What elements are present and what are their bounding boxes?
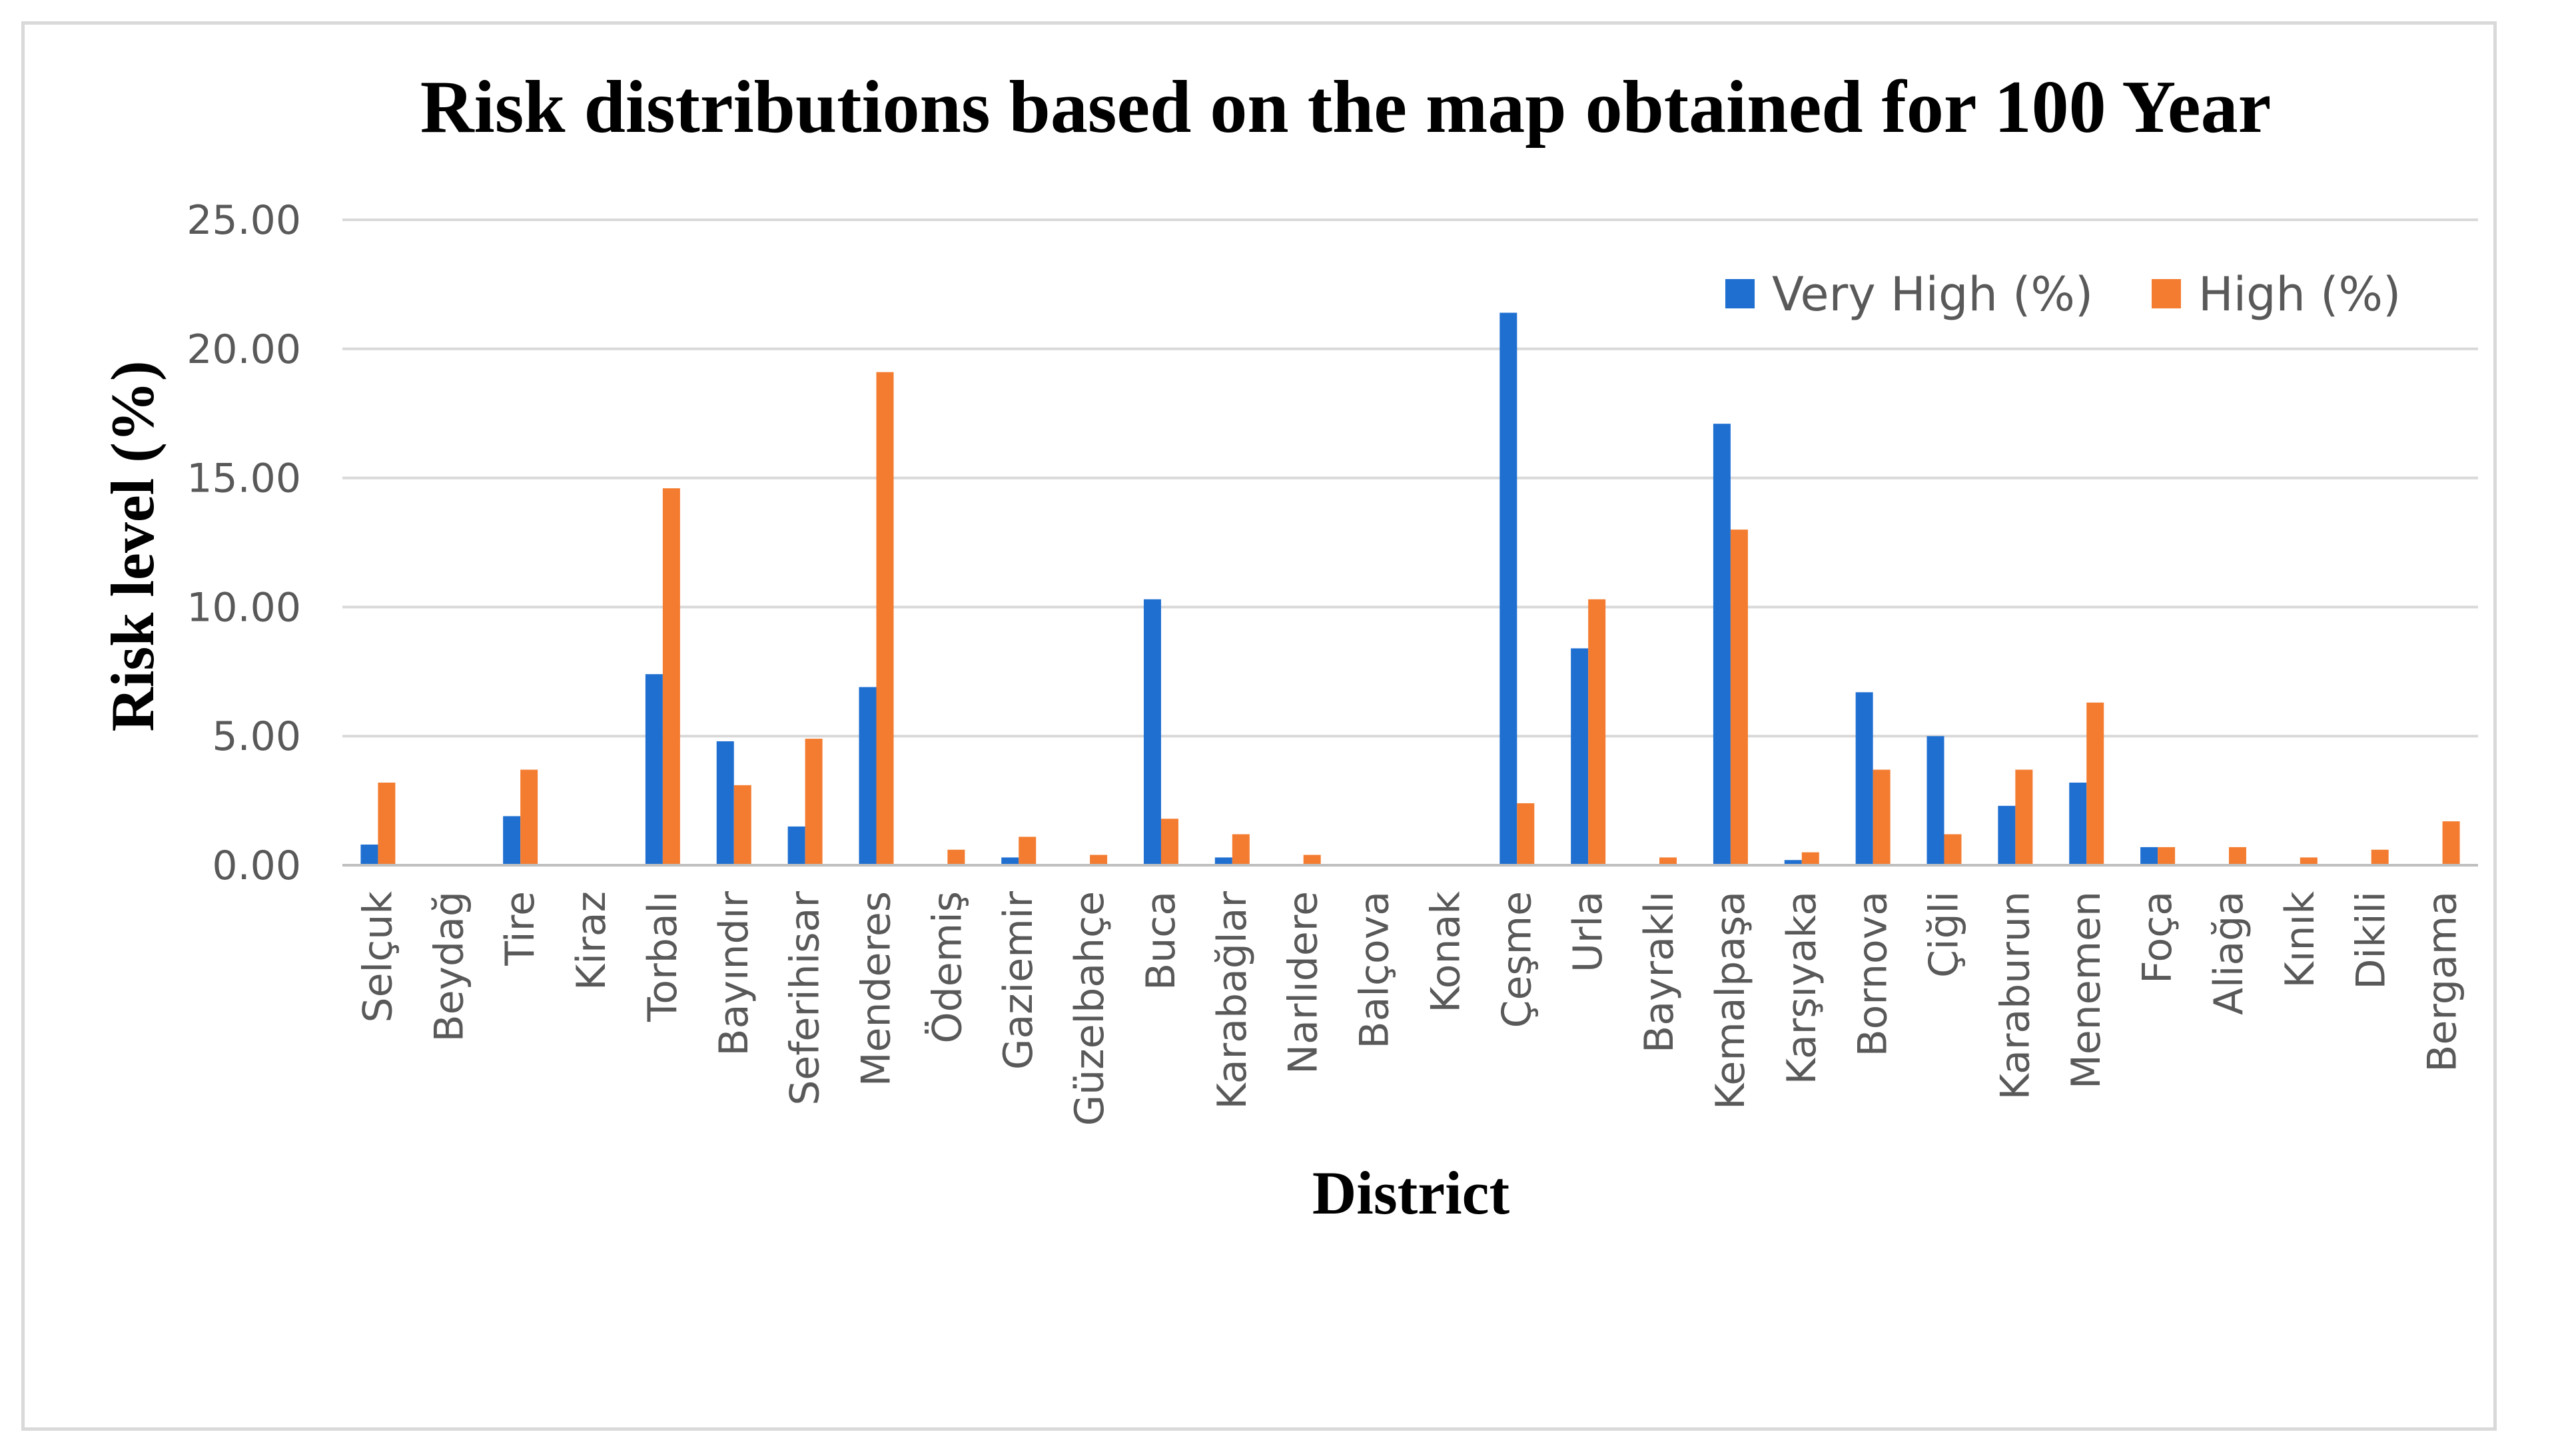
bar-very-high [716, 741, 734, 865]
bar-very-high [2140, 847, 2158, 865]
bar-very-high [787, 826, 805, 865]
x-tick-label: Torbalı [639, 891, 686, 1022]
bar-high [520, 769, 538, 865]
x-axis-title: District [1312, 1159, 1510, 1227]
bar-very-high [1001, 857, 1019, 865]
x-tick-label: Kiraz [568, 891, 615, 990]
bar-high [2300, 857, 2318, 865]
bar-high [1873, 769, 1891, 865]
x-tick-label: Karaburun [1992, 891, 2038, 1100]
x-tick-label: Kınık [2277, 891, 2324, 988]
x-tick-label: Narlıdere [1280, 891, 1327, 1074]
y-axis-title: Risk level (%) [99, 360, 167, 731]
gridlines [342, 218, 2478, 738]
bar-very-high [1571, 648, 1589, 865]
bar-high [2158, 847, 2176, 865]
legend-label-high: High (%) [2198, 267, 2401, 322]
y-tick-label: 0.00 [212, 843, 301, 889]
x-tick-label: Gaziemir [995, 891, 1042, 1070]
bar-very-high [360, 844, 378, 865]
bar-high [378, 782, 396, 865]
x-tick-label: Seferihisar [782, 891, 829, 1106]
bar-high [2442, 821, 2460, 865]
x-tick-label: Bayındır [711, 891, 757, 1056]
bars [360, 312, 2460, 865]
bar-high [2086, 702, 2104, 865]
x-tick-label: Selçuk [354, 891, 401, 1023]
bar-high [1588, 599, 1606, 865]
bar-high [1019, 837, 1037, 865]
bar-very-high [1998, 805, 2016, 865]
bar-high [2371, 849, 2389, 865]
bar-very-high [1855, 692, 1873, 865]
bar-very-high [1499, 312, 1517, 865]
bar-very-high [1143, 599, 1161, 865]
x-tick-label: Bornova [1850, 891, 1897, 1057]
x-tick-label: Güzelbahçe [1066, 891, 1113, 1126]
x-tick-label: Bergama [2419, 891, 2466, 1072]
x-tick-label: Çeşme [1493, 891, 1540, 1028]
bar-high [805, 739, 823, 865]
bar-high [1090, 855, 1108, 865]
x-tick-label: Dikili [2348, 891, 2395, 990]
x-tick-label: Menderes [853, 891, 900, 1086]
bar-high [1659, 857, 1677, 865]
bar-high [662, 488, 680, 865]
x-tick-label: Menemen [2063, 891, 2110, 1089]
bar-high [947, 849, 965, 865]
bar-very-high [1926, 736, 1944, 865]
y-tick-label: 20.00 [187, 326, 301, 373]
bar-high [2015, 769, 2033, 865]
y-tick-label: 5.00 [212, 713, 301, 760]
bar-high [876, 372, 894, 865]
y-tick-label: 15.00 [187, 456, 301, 502]
bar-high [733, 785, 751, 865]
x-tick-label: Balçova [1352, 891, 1398, 1049]
x-tick-label: Aliağa [2206, 891, 2252, 1015]
bar-high [1232, 834, 1250, 865]
chart-frame [21, 21, 2497, 1431]
bar-very-high [1214, 857, 1232, 865]
x-tick-label: Bayraklı [1636, 891, 1683, 1053]
x-tick-label: Beydağ [426, 891, 472, 1042]
x-tick-label: Kemalpaşa [1707, 891, 1754, 1110]
bar-very-high [503, 816, 521, 865]
x-tick-label: Tire [497, 891, 544, 966]
x-tick-label: Çiğli [1921, 891, 1968, 978]
bar-high [2228, 847, 2246, 865]
y-axis-ticks: 0.00 5.00 10.00 15.00 20.00 25.00 [187, 197, 301, 889]
x-tick-label: Konak [1422, 891, 1469, 1013]
bar-high [1730, 530, 1748, 865]
bar-high [1517, 803, 1535, 865]
x-tick-label: Karşıyaka [1779, 891, 1825, 1084]
legend-swatch-very-high [1725, 279, 1755, 308]
x-tick-label: Buca [1138, 891, 1184, 990]
bar-very-high [1713, 424, 1731, 865]
bar-high [1303, 855, 1321, 865]
legend-label-very-high: Very High (%) [1772, 267, 2093, 322]
bar-high [1944, 834, 1962, 865]
legend-swatch-high [2152, 279, 2181, 308]
y-tick-label: 25.00 [187, 197, 301, 244]
x-tick-label: Foça [2134, 891, 2181, 984]
x-tick-label: Urla [1565, 891, 1611, 972]
bar-very-high [2069, 782, 2087, 865]
bar-very-high [859, 687, 877, 865]
x-axis-ticks: Selçuk Beydağ Tire Kiraz Torbalı Bayındır Sefe… [354, 891, 2465, 1126]
chart-title: Risk distributions based on the map obta… [420, 66, 2272, 149]
bar-very-high [1784, 860, 1802, 865]
x-tick-label: Ödemiş [923, 891, 971, 1044]
bar-very-high [645, 674, 663, 865]
bar-high [1801, 852, 1819, 865]
x-tick-label: Karabağlar [1209, 891, 1256, 1110]
bar-high [1160, 819, 1178, 865]
y-tick-label: 10.00 [187, 584, 301, 631]
legend: Very High (%) High (%) [1725, 267, 2401, 322]
